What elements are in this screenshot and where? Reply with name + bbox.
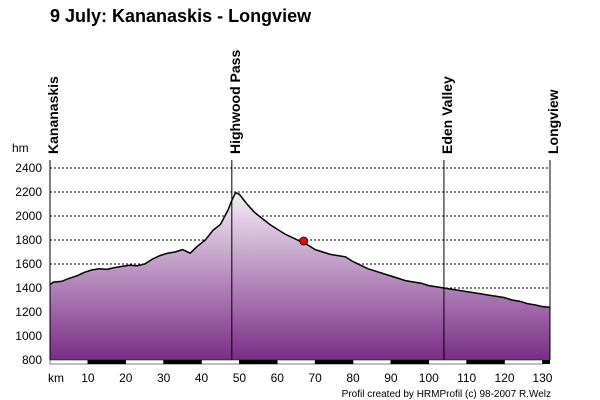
x-tick-label: 90 <box>384 371 398 385</box>
scale-segment <box>201 359 240 365</box>
scale-segment <box>466 359 505 365</box>
profile-area <box>49 191 551 360</box>
scale-segment <box>277 359 316 365</box>
profile-fill <box>50 192 550 360</box>
x-axis-unit: km <box>48 371 64 385</box>
y-axis-unit: hm <box>12 141 29 155</box>
y-tick-label: 1600 <box>15 257 42 271</box>
scale-segment <box>504 359 543 365</box>
x-tick-label: 110 <box>457 371 476 385</box>
place-markers <box>49 160 551 360</box>
y-tick-label: 2000 <box>15 209 42 223</box>
x-tick-label: 100 <box>419 371 439 385</box>
y-tick-label: 2200 <box>15 185 42 199</box>
x-tick-label: 40 <box>195 371 209 385</box>
scale-segment <box>428 359 467 365</box>
scale-segment <box>125 359 164 365</box>
credit-text: Profil created by HRMProfil (c) 98-2007 … <box>342 389 551 400</box>
x-tick-label: 20 <box>119 371 133 385</box>
km-scale-bar <box>49 359 550 365</box>
place-label: Longview <box>545 89 561 154</box>
x-tick-label: 60 <box>271 371 285 385</box>
scale-segment <box>87 359 127 365</box>
place-label: Eden Valley <box>439 76 455 154</box>
scale-segment <box>49 359 89 365</box>
y-tick-label: 800 <box>22 353 42 367</box>
x-tick-label: 70 <box>308 371 322 385</box>
place-label: Highwood Pass <box>227 50 243 154</box>
x-tick-labels: 10 20 30 40 50 60 70 80 90 100 110 120 130 <box>81 371 553 385</box>
y-tick-label: 2400 <box>15 161 42 175</box>
x-tick-label: 80 <box>346 371 360 385</box>
scale-segment <box>542 360 550 364</box>
chart-title: 9 July: Kananaskis - Longview <box>50 6 312 26</box>
scale-segment <box>239 359 278 365</box>
x-tick-label: 50 <box>233 371 247 385</box>
scale-segment <box>390 359 430 365</box>
x-tick-label: 30 <box>157 371 171 385</box>
y-tick-label: 1400 <box>15 281 42 295</box>
profile-line <box>49 191 551 308</box>
scale-segment <box>314 359 354 365</box>
place-label: Kananaskis <box>45 76 61 154</box>
scale-segment <box>163 359 202 365</box>
x-tick-label: 120 <box>495 371 515 385</box>
y-tick-label: 1800 <box>15 233 42 247</box>
scale-segment <box>352 359 392 365</box>
place-labels: Kananaskis Highwood Pass Eden Valley Longvi… <box>45 50 561 154</box>
y-tick-label: 1200 <box>15 305 42 319</box>
y-tick-label: 1000 <box>15 329 42 343</box>
location-marker-icon <box>299 236 309 246</box>
y-tick-labels: 800 1000 1200 1400 1600 1800 2000 2200 2400 <box>15 161 42 367</box>
x-tick-label: 10 <box>81 371 95 385</box>
x-tick-label: 130 <box>532 371 552 385</box>
